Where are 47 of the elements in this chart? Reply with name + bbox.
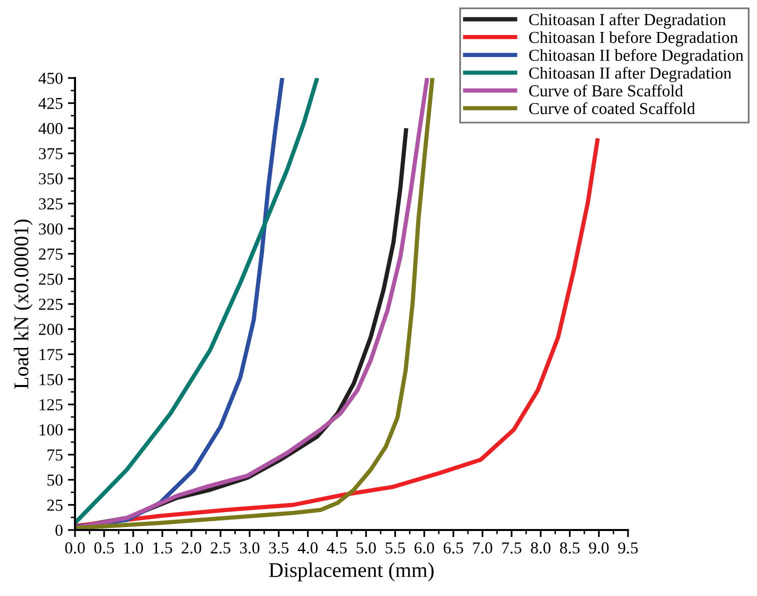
x-tick-label: 2.0 [182, 542, 202, 554]
y-tick-label: 425 [38, 98, 63, 110]
y-tick-label: 75 [48, 450, 63, 461]
x-tick-label: 6.0 [414, 542, 434, 554]
legend-label: Chitoasan I after Degradation [529, 13, 726, 29]
y-tick-label: 200 [38, 324, 63, 336]
legend-label: Curve of coated Scaffold [529, 102, 696, 114]
y-tick-label: 0 [55, 524, 63, 536]
x-tick-label: 9.5 [618, 542, 638, 554]
legend-label: Chitoasan II after Degradation [529, 66, 732, 82]
x-tick-label: 6.5 [444, 542, 464, 554]
y-tick-label: 250 [38, 274, 63, 285]
legend-label: Curve of Bare Scaffold [529, 84, 684, 96]
x-tick-label: 7.0 [473, 542, 492, 554]
x-tick-label: 0.0 [65, 542, 85, 554]
x-tick-label: 1.5 [153, 542, 172, 554]
y-tick-label: 175 [40, 349, 63, 360]
x-tick-label: 4.0 [298, 542, 318, 554]
y-tick-label: 50 [47, 474, 63, 486]
x-tick-label: 3.5 [269, 542, 288, 554]
y-tick-label: 225 [38, 298, 63, 310]
legend-label: Chitoasan II before Degradation [529, 48, 744, 64]
y-tick-label: 25 [47, 500, 63, 511]
x-tick-label: 4.5 [326, 542, 347, 554]
y-tick-label: 125 [40, 399, 63, 410]
x-tick-label: 5.5 [386, 542, 405, 554]
legend-label: Chitoasan I before Degradation [529, 31, 738, 46]
x-tick-label: 0.5 [94, 542, 114, 554]
y-tick-label: 325 [38, 198, 63, 210]
x-tick-label: 1.0 [124, 542, 143, 554]
y-tick-label: 450 [38, 72, 63, 84]
x-tick-label: 9.0 [589, 542, 609, 554]
x-tick-label: 8.5 [560, 542, 580, 554]
x-tick-label: 5.0 [356, 542, 376, 554]
y-tick-label: 375 [38, 148, 63, 160]
y-tick-label: 300 [38, 223, 63, 235]
x-tick-label: 8.0 [530, 542, 550, 554]
y-axis-title: Load kN (x0.00001) [14, 220, 33, 389]
y-tick-label: 350 [38, 173, 63, 184]
y-tick-label: 150 [40, 374, 63, 386]
x-tick-label: 7.5 [502, 542, 522, 554]
x-tick-label: 2.5 [210, 542, 230, 554]
y-tick-label: 275 [38, 248, 63, 260]
x-axis-title: Displacement (mm) [269, 562, 434, 582]
y-tick-label: 100 [40, 424, 63, 436]
x-tick-label: 3.0 [240, 542, 260, 554]
y-tick-label: 400 [38, 122, 63, 134]
